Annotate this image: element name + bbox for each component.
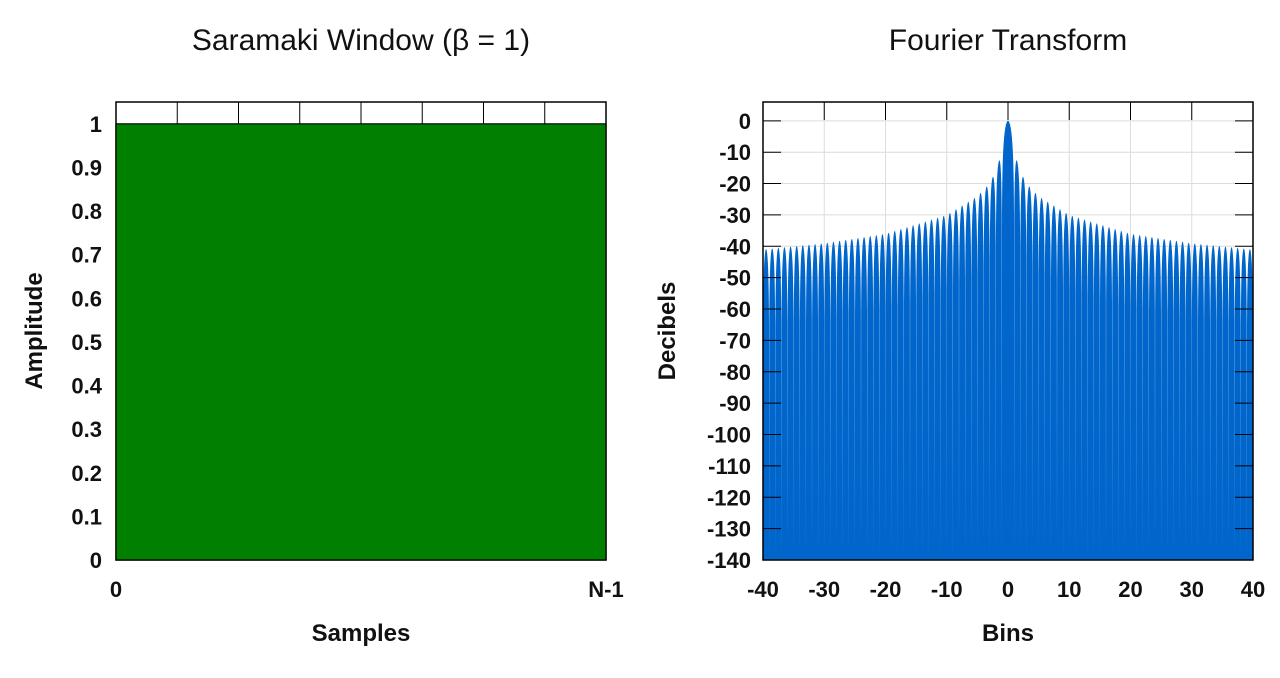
window-y-axis-label: Amplitude	[21, 272, 48, 389]
fourier-y-tick-label: -120	[707, 485, 751, 510]
fourier-y-tick-label: -30	[719, 203, 751, 228]
window-chart-title: Saramaki Window (β = 1)	[192, 24, 530, 57]
fourier-y-tick-label: -60	[719, 297, 751, 322]
fourier-y-tick-label: -40	[719, 234, 751, 259]
window-fill-layer	[115, 123, 607, 561]
fourier-x-tick-label: -30	[808, 577, 840, 602]
window-y-tick-label: 1	[90, 112, 102, 137]
fourier-y-axis-label: Decibels	[654, 282, 681, 381]
window-y-tick-label: 0.9	[71, 155, 102, 180]
fourier-x-tick-label: 20	[1118, 577, 1142, 602]
window-y-tick-label: 0.3	[71, 417, 102, 442]
fourier-x-tick-label: 40	[1241, 577, 1265, 602]
fourier-y-tick-label: -90	[719, 391, 751, 416]
fourier-y-tick-label: -100	[707, 423, 751, 448]
fourier-x-tick-label: -40	[747, 577, 779, 602]
window-x-tick-0: 0	[110, 577, 122, 602]
fourier-y-tick-label: -10	[719, 140, 751, 165]
window-y-tick-label: 0.1	[71, 504, 102, 529]
fourier-y-tick-label: 0	[739, 109, 751, 134]
fourier-x-tick-label: 0	[1002, 577, 1014, 602]
window-y-tick-label: 0.4	[71, 374, 102, 399]
fourier-chart-title: Fourier Transform	[889, 24, 1127, 57]
fourier-x-tick-label: 10	[1057, 577, 1081, 602]
fourier-y-tick-label: -130	[707, 517, 751, 542]
window-x-tick-n-1: N-1	[588, 577, 623, 602]
window-top-ticks	[176, 102, 546, 124]
fourier-x-tick-label: 30	[1180, 577, 1204, 602]
window-y-tick-label: 0	[90, 548, 102, 573]
fourier-y-tick-label: -80	[719, 360, 751, 385]
window-fill	[115, 123, 607, 561]
fourier-y-tick-label: -70	[719, 328, 751, 353]
fourier-y-tick-label: -50	[719, 266, 751, 291]
fourier-chart: Fourier Transform 0 -10 -20 -30 -40 -50 -60 -70…	[654, 24, 1265, 647]
window-y-tick-label: 0.6	[71, 286, 102, 311]
window-y-ticks: 0 0.1 0.2 0.3 0.4 0.5 0.6 0.7 0.8 0.9 1	[71, 112, 102, 573]
window-y-tick-label: 0.5	[71, 330, 102, 355]
window-y-tick-label: 0.7	[71, 243, 102, 268]
fourier-spectrum-area	[763, 120, 1253, 560]
fourier-x-axis-label: Bins	[982, 620, 1034, 647]
fourier-x-tick-label: -10	[931, 577, 963, 602]
fourier-y-tick-label: -140	[707, 548, 751, 573]
fourier-ticks: 0-10-20-30-40-50-60-70-80-90-100-110-120…	[707, 102, 1265, 602]
window-x-axis-label: Samples	[312, 620, 411, 647]
fourier-y-tick-label: -20	[719, 172, 751, 197]
fourier-y-tick-label: -110	[708, 454, 751, 479]
fourier-x-tick-label: -20	[870, 577, 902, 602]
window-y-tick-label: 0.8	[71, 199, 102, 224]
window-chart: Saramaki Window (β = 1) 0 0.1 0.2 0.3 0.4 0.5…	[21, 24, 624, 647]
window-y-tick-label: 0.2	[71, 461, 102, 486]
